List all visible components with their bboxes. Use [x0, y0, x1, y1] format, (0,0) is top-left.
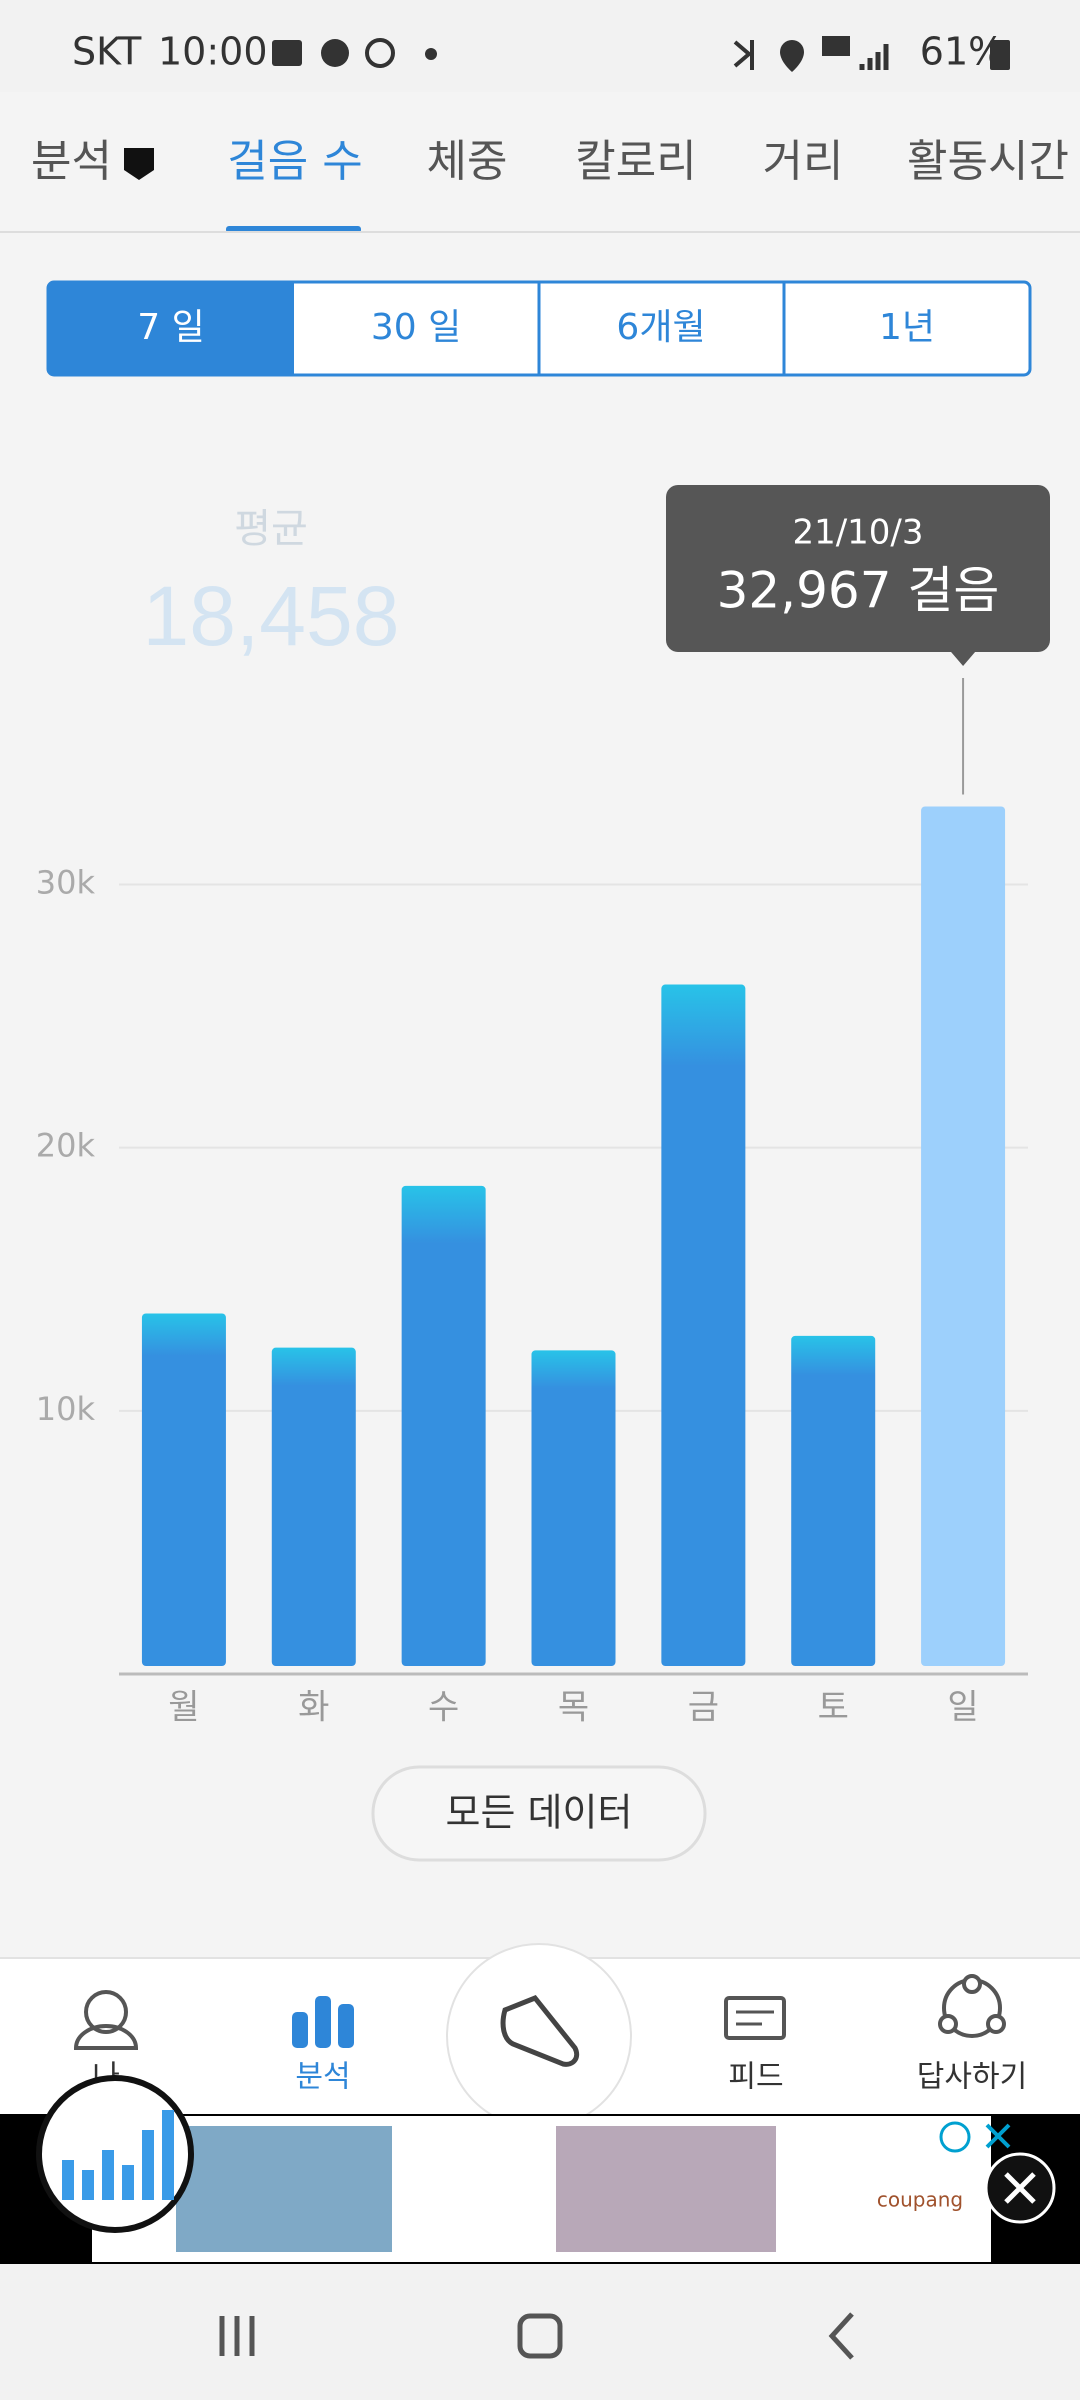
status-icon — [365, 38, 395, 68]
bar — [531, 1350, 616, 1666]
bar — [141, 1313, 226, 1666]
bar — [921, 806, 1006, 1666]
status-icon — [321, 39, 349, 67]
all-data-label: 모든 데이터 — [446, 1791, 633, 1835]
tab[interactable]: 거리 — [763, 136, 844, 187]
tab[interactable]: 체중 — [427, 136, 508, 187]
period-option[interactable]: 6개월 — [616, 307, 705, 348]
signal-icon — [859, 44, 889, 70]
summary-value: 18,458 — [143, 569, 400, 663]
segment-active — [48, 282, 294, 375]
x-tick-label: 화 — [298, 1688, 329, 1728]
widget-icon — [62, 2110, 174, 2200]
tooltip-date: 21/10/3 — [792, 513, 923, 553]
tab-active[interactable]: 걸음 수 — [227, 136, 362, 187]
x-tick-label: 일 — [947, 1688, 978, 1728]
shoe-icon — [500, 1994, 580, 2067]
chart: 10k 20k 30k 월 화 수 목 금 토 일 21/10/3 32,967 걸음 — [36, 485, 1050, 1728]
explore-icon — [938, 2014, 958, 2034]
period-option[interactable]: 30 일 — [371, 307, 461, 348]
tab[interactable]: 활동시간 — [907, 136, 1069, 187]
feed-icon — [724, 1996, 786, 2040]
feed-icon — [736, 2010, 774, 2026]
y-tick-label: 20k — [36, 1127, 96, 1165]
tooltip-pointer — [951, 652, 976, 666]
y-tick-label: 10k — [36, 1390, 96, 1428]
recent-button[interactable] — [219, 2316, 255, 2356]
home-button[interactable] — [517, 2313, 563, 2359]
analysis-icon — [315, 1996, 331, 2048]
status-icon — [272, 40, 302, 66]
5g-icon — [822, 36, 850, 56]
center-button[interactable] — [446, 1943, 632, 2129]
x-tick-label: 토 — [818, 1688, 849, 1728]
nav-label[interactable]: 답사하기 — [917, 2060, 1027, 2095]
tab[interactable]: 분석 — [31, 136, 112, 187]
bar — [401, 1185, 486, 1666]
profile-icon — [73, 2024, 139, 2050]
close-icon — [1004, 2172, 1036, 2204]
summary-label: 평균 — [234, 506, 308, 552]
bar — [661, 984, 746, 1666]
explore-icon — [962, 1974, 982, 1994]
mute-icon — [733, 40, 754, 70]
location-icon — [780, 40, 804, 72]
period-option[interactable]: 1년 — [879, 307, 935, 348]
status-icon — [425, 48, 437, 60]
system-nav — [0, 2264, 1080, 2400]
all-data-button[interactable] — [371, 1765, 707, 1862]
tooltip-value: 32,967 걸음 — [717, 562, 1000, 620]
back-button[interactable] — [828, 2312, 854, 2360]
clock: 10:00 — [158, 30, 268, 74]
x-tick-label: 수 — [428, 1688, 459, 1728]
battery-icon — [990, 40, 1010, 70]
y-tick-label: 30k — [36, 864, 96, 902]
analysis-icon — [292, 2012, 308, 2048]
profile-icon — [84, 1990, 128, 2034]
ad-close-icon[interactable] — [985, 2123, 1011, 2149]
analysis-icon — [338, 2004, 354, 2048]
bar — [791, 1335, 876, 1666]
tooltip — [666, 485, 1050, 652]
x-tick-label: 금 — [688, 1688, 719, 1728]
ad-info-icon[interactable] — [939, 2121, 971, 2153]
ad-image — [176, 2126, 392, 2252]
tab[interactable]: 칼로리 — [575, 136, 696, 187]
explore-icon — [986, 2014, 1006, 2034]
ad-image — [556, 2126, 776, 2252]
x-tick-label: 월 — [168, 1688, 199, 1728]
status-bar — [0, 0, 1080, 92]
nav-label[interactable]: 분석 — [295, 2060, 350, 2095]
bar — [271, 1347, 356, 1666]
badge-icon — [124, 148, 154, 180]
x-tick-label: 목 — [558, 1688, 589, 1728]
ad-brand: coupang — [877, 2188, 963, 2212]
period-option[interactable]: 7 일 — [137, 307, 204, 348]
nav-label[interactable]: 피드 — [728, 2060, 783, 2095]
carrier: SKT — [72, 30, 142, 74]
